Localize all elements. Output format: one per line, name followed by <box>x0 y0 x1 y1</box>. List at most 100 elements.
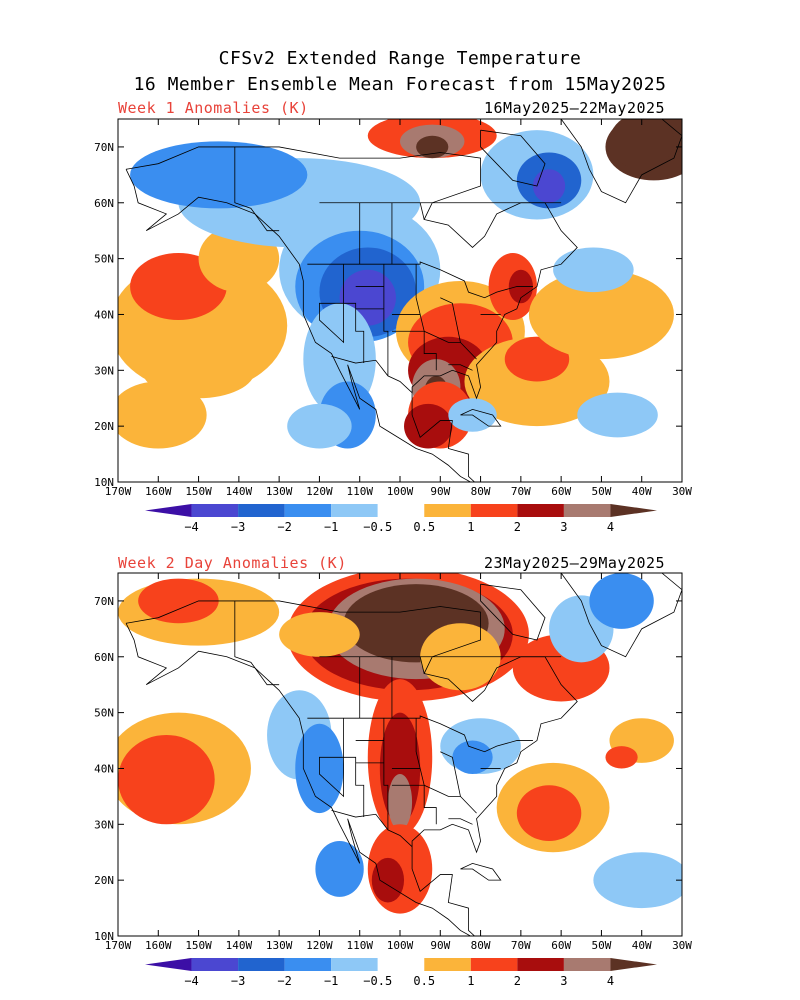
colorbar-swatch <box>145 958 192 971</box>
anomaly-region <box>118 381 207 449</box>
lon-tick-label: 80W <box>471 485 491 498</box>
colorbar-label: −4 <box>184 520 198 534</box>
colorbar-label: 1 <box>467 520 474 534</box>
colorbar-label: 3 <box>560 974 567 988</box>
lat-tick-label: 60N <box>94 651 114 664</box>
colorbar-swatch <box>284 958 332 971</box>
lon-tick-label: 30W <box>672 485 692 498</box>
anomaly-region <box>118 734 215 825</box>
political-border <box>234 146 280 232</box>
colorbar-swatch <box>377 958 425 971</box>
colorbar-swatch <box>331 504 378 517</box>
colorbar-label: 4 <box>607 520 614 534</box>
lat-tick-label: 20N <box>94 874 114 887</box>
political-border <box>307 261 533 299</box>
panel2-title: Week 2 Day Anomalies (K) <box>118 554 347 572</box>
political-border <box>460 796 477 814</box>
chart-title-line2: 16 Member Ensemble Mean Forecast from 15… <box>133 74 667 95</box>
political-border <box>319 718 365 818</box>
lon-tick-label: 140W <box>226 485 253 498</box>
lon-tick-label: 60W <box>551 485 571 498</box>
anomaly-region <box>315 841 364 897</box>
greenland-coastline <box>560 119 682 204</box>
political-border <box>424 297 461 343</box>
north-america-coastline <box>125 146 578 482</box>
colorbar-swatch <box>563 958 611 971</box>
lon-tick-label: 90W <box>430 939 450 952</box>
colorbar-label: −0.5 <box>363 520 392 534</box>
colorbar-label: 0.5 <box>413 974 435 988</box>
cuba-coastline <box>460 862 502 881</box>
colorbar-label: −1 <box>324 520 338 534</box>
colorbar-swatch <box>563 504 611 517</box>
lon-tick-label: 140W <box>226 939 253 952</box>
political-border <box>424 751 461 797</box>
anomaly-region <box>371 857 405 903</box>
coastlines <box>125 573 682 936</box>
anomaly-region <box>279 612 360 657</box>
colorbar-label: −1 <box>324 974 338 988</box>
lon-tick-label: 110W <box>346 939 373 952</box>
colorbar-swatch <box>377 504 425 517</box>
coastlines <box>125 119 682 482</box>
lat-tick-label: 20N <box>94 420 114 433</box>
baffin-coastline <box>480 583 546 641</box>
chart-title-line1: CFSv2 Extended Range Temperature <box>218 48 582 69</box>
colorbar-swatch <box>424 504 471 517</box>
anomaly-region <box>504 336 570 382</box>
political-border <box>448 818 473 825</box>
lon-tick-label: 40W <box>632 939 652 952</box>
anomaly-region <box>452 740 493 775</box>
lon-tick-label: 150W <box>185 939 212 952</box>
colorbar-swatch <box>517 958 564 971</box>
lon-tick-label: 40W <box>632 485 652 498</box>
colorbar-label: 1 <box>467 974 474 988</box>
political-border <box>331 355 413 393</box>
anomaly-region <box>387 774 413 830</box>
colorbar-swatch <box>191 504 239 517</box>
anomaly-region <box>553 247 634 293</box>
lat-tick-label: 60N <box>94 197 114 210</box>
political-border <box>460 342 477 360</box>
political-border <box>419 202 425 220</box>
lat-tick-label: 50N <box>94 707 114 720</box>
anomaly-region <box>577 392 658 438</box>
colorbar-swatch <box>517 504 564 517</box>
panel1-date-range: 16May2025—22May2025 <box>484 99 666 117</box>
lat-tick-label: 30N <box>94 364 114 377</box>
lon-tick-label: 120W <box>306 485 333 498</box>
lon-tick-label: 60W <box>551 939 571 952</box>
colorbar-label: −4 <box>184 974 198 988</box>
colorbar-label: 3 <box>560 520 567 534</box>
anomaly-region <box>528 269 674 360</box>
colorbar-label: −2 <box>277 974 291 988</box>
lat-tick-label: 10N <box>94 930 114 943</box>
anomaly-field <box>118 573 682 914</box>
lat-tick-label: 40N <box>94 762 114 775</box>
panel1-title: Week 1 Anomalies (K) <box>118 99 309 117</box>
anomaly-region <box>404 403 453 449</box>
lon-tick-label: 30W <box>672 939 692 952</box>
lon-tick-label: 50W <box>591 939 611 952</box>
lon-tick-label: 70W <box>511 939 531 952</box>
lat-tick-label: 10N <box>94 476 114 489</box>
anomaly-region <box>416 135 449 159</box>
colorbar-swatch <box>191 958 239 971</box>
colorbar-swatch <box>470 504 518 517</box>
colorbar-label: 4 <box>607 974 614 988</box>
colorbar-swatch <box>238 504 285 517</box>
colorbar-label: −3 <box>231 520 245 534</box>
cuba-coastline <box>460 408 502 427</box>
colorbar: −4 −3 −2 −1 −0.5 0.5 1 2 3 4 <box>145 958 657 988</box>
colorbar-swatch <box>238 958 285 971</box>
lon-tick-label: 100W <box>387 939 414 952</box>
lon-tick-label: 70W <box>511 485 531 498</box>
panel2-date-range: 23May2025—29May2025 <box>484 554 666 572</box>
colorbar-swatch <box>610 958 657 971</box>
colorbar-label: −2 <box>277 520 291 534</box>
lon-tick-label: 150W <box>185 485 212 498</box>
baffin-coastline <box>480 129 546 187</box>
